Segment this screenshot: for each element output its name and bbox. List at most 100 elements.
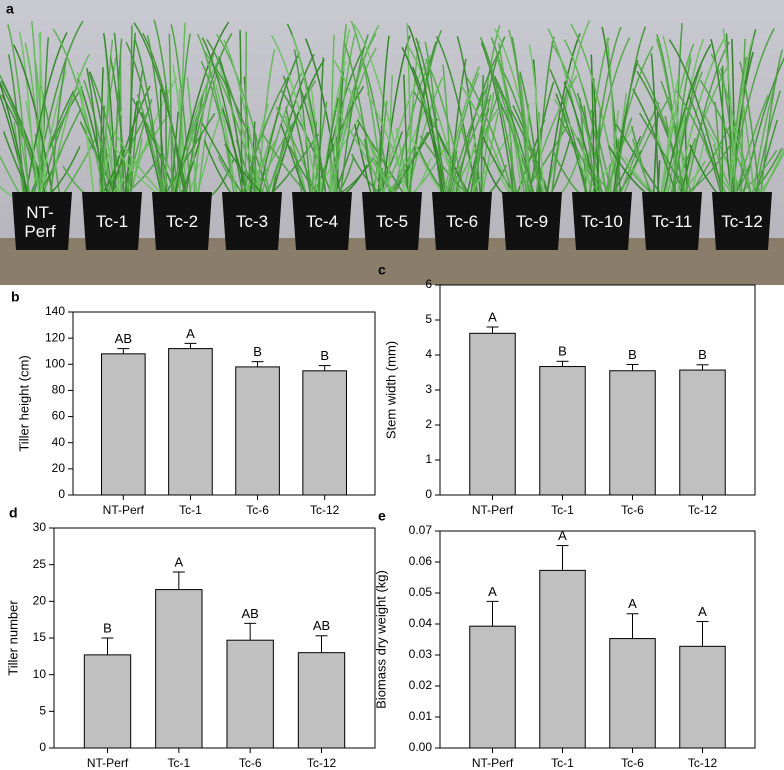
significance-letter: B	[558, 344, 567, 359]
grass-blade	[739, 61, 761, 201]
x-tick-label: Tc-1	[179, 503, 202, 517]
grass-blade	[25, 100, 41, 201]
x-tick-label: Tc-1	[551, 756, 574, 770]
y-tick-label: 30	[33, 520, 47, 534]
grass-blade	[415, 37, 448, 201]
grass-blade	[102, 39, 114, 201]
y-tick-label: 25	[33, 557, 47, 571]
bar	[539, 366, 586, 496]
grass-blade	[123, 100, 138, 201]
bar	[168, 348, 213, 496]
y-tick-label: 5	[425, 312, 432, 326]
bar	[297, 652, 346, 749]
grass-blade	[674, 22, 683, 201]
grass-blade	[493, 76, 536, 201]
y-tick-label: 15	[33, 630, 47, 644]
grass-blade	[286, 23, 328, 201]
grass-blade	[24, 32, 68, 201]
y-tick-label: 40	[52, 435, 66, 449]
grass-blade	[609, 110, 619, 201]
y-tick-label: 100	[45, 356, 65, 370]
panel-letter: a	[6, 1, 14, 17]
x-tick-label: Tc-6	[246, 503, 269, 517]
y-axis-label: Tiller height (cm)	[16, 355, 31, 451]
x-tick-label: NT-Perf	[472, 756, 514, 770]
y-tick-label: 3	[425, 382, 432, 396]
bar	[609, 370, 656, 496]
grass-blade	[614, 26, 647, 201]
grass-blade	[638, 112, 690, 201]
grass-blade	[480, 75, 484, 201]
grass-blade	[465, 75, 516, 201]
y-tick-label: 0.05	[409, 585, 433, 599]
grass-blade	[447, 84, 490, 201]
significance-letter: B	[253, 344, 262, 359]
significance-letter: B	[628, 347, 637, 362]
panel-letter: b	[11, 289, 20, 305]
grass-blade	[656, 34, 684, 201]
y-tick-label: 5	[39, 704, 46, 718]
grass-blade	[201, 37, 245, 201]
pot	[222, 192, 282, 250]
x-tick-label: Tc-12	[307, 756, 337, 770]
x-tick-label: Tc-12	[688, 756, 718, 770]
grass-blade	[0, 93, 29, 201]
grass-blade	[161, 112, 216, 201]
grass-blade	[215, 84, 238, 201]
grass-blade	[109, 85, 151, 201]
grass-blade	[710, 39, 733, 201]
grass-blade	[671, 63, 702, 201]
grass-blade	[424, 58, 467, 201]
significance-letter: AB	[313, 618, 330, 633]
grass-blade	[684, 41, 730, 201]
grass-blade	[31, 20, 84, 201]
grass-blade	[480, 112, 499, 201]
y-tick-label: 0.07	[409, 523, 433, 537]
x-tick-label: Tc-6	[239, 756, 262, 770]
grass-blade	[52, 28, 106, 201]
grass-blade	[125, 41, 167, 201]
grass-blade	[280, 90, 335, 201]
grass-blade	[109, 57, 129, 201]
grass-blade	[387, 74, 394, 201]
y-tick-label: 0.00	[409, 740, 433, 754]
bar	[101, 353, 146, 496]
grass-blade	[417, 89, 463, 201]
y-tick-label: 0	[425, 487, 432, 501]
grass-blade	[184, 93, 204, 201]
grass-blade	[173, 21, 230, 201]
y-tick-label: 60	[52, 409, 66, 423]
y-tick-label: 0.02	[409, 678, 433, 692]
grass-blade	[444, 72, 480, 201]
y-tick-label: 0.01	[409, 709, 433, 723]
grass-blade	[671, 58, 692, 201]
grass-blade	[170, 24, 192, 201]
grass-blade	[714, 101, 723, 201]
y-tick-label: 4	[425, 347, 432, 361]
grass-blade	[588, 26, 622, 201]
panel-letter: e	[378, 508, 386, 524]
bar	[679, 645, 726, 749]
grass-blade	[449, 108, 499, 201]
grass-blade	[675, 38, 726, 201]
pot-label: Tc-4	[305, 212, 339, 231]
bar	[155, 589, 203, 749]
pot	[502, 192, 562, 250]
grass-blade	[240, 73, 291, 201]
x-tick-label: Tc-6	[621, 756, 644, 770]
panel-letter: c	[378, 262, 386, 278]
pot-label: Tc-1	[95, 212, 129, 231]
grass-blade	[72, 92, 112, 201]
grass-blade	[293, 49, 312, 201]
grass-blade	[317, 57, 325, 201]
grass-blade	[223, 39, 263, 201]
y-axis-label: Stem width (mm)	[383, 341, 398, 439]
grass-blade	[256, 48, 276, 201]
grass-blade	[407, 25, 444, 201]
grass-blade	[740, 38, 746, 201]
significance-letter: A	[186, 326, 195, 341]
y-tick-label: 0	[58, 487, 65, 501]
grass-blade	[350, 20, 385, 201]
grass-blade	[203, 50, 260, 201]
bar	[226, 639, 274, 749]
